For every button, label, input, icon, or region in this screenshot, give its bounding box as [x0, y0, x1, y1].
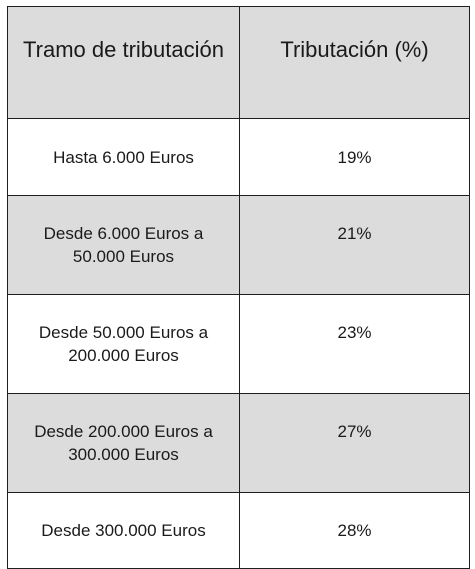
tax-bracket-table: Tramo de tributación Tributación (%) Has…	[7, 6, 470, 569]
header-row: Tramo de tributación Tributación (%)	[7, 6, 470, 119]
rate-cell: 28%	[239, 492, 470, 569]
header-rate: Tributación (%)	[239, 6, 470, 119]
bracket-cell: Hasta 6.000 Euros	[7, 118, 240, 196]
bracket-cell: Desde 300.000 Euros	[7, 492, 240, 569]
header-bracket: Tramo de tributación	[7, 6, 240, 119]
table-row: Desde 200.000 Euros a 300.000 Euros 27%	[7, 393, 470, 493]
rate-cell: 21%	[239, 195, 470, 295]
rate-cell: 23%	[239, 294, 470, 394]
table-row: Hasta 6.000 Euros 19%	[7, 118, 470, 196]
bracket-cell: Desde 50.000 Euros a 200.000 Euros	[7, 294, 240, 394]
table-row: Desde 6.000 Euros a 50.000 Euros 21%	[7, 195, 470, 295]
table-row: Desde 50.000 Euros a 200.000 Euros 23%	[7, 294, 470, 394]
bracket-cell: Desde 6.000 Euros a 50.000 Euros	[7, 195, 240, 295]
bracket-cell: Desde 200.000 Euros a 300.000 Euros	[7, 393, 240, 493]
table-row: Desde 300.000 Euros 28%	[7, 492, 470, 569]
rate-cell: 19%	[239, 118, 470, 196]
rate-cell: 27%	[239, 393, 470, 493]
